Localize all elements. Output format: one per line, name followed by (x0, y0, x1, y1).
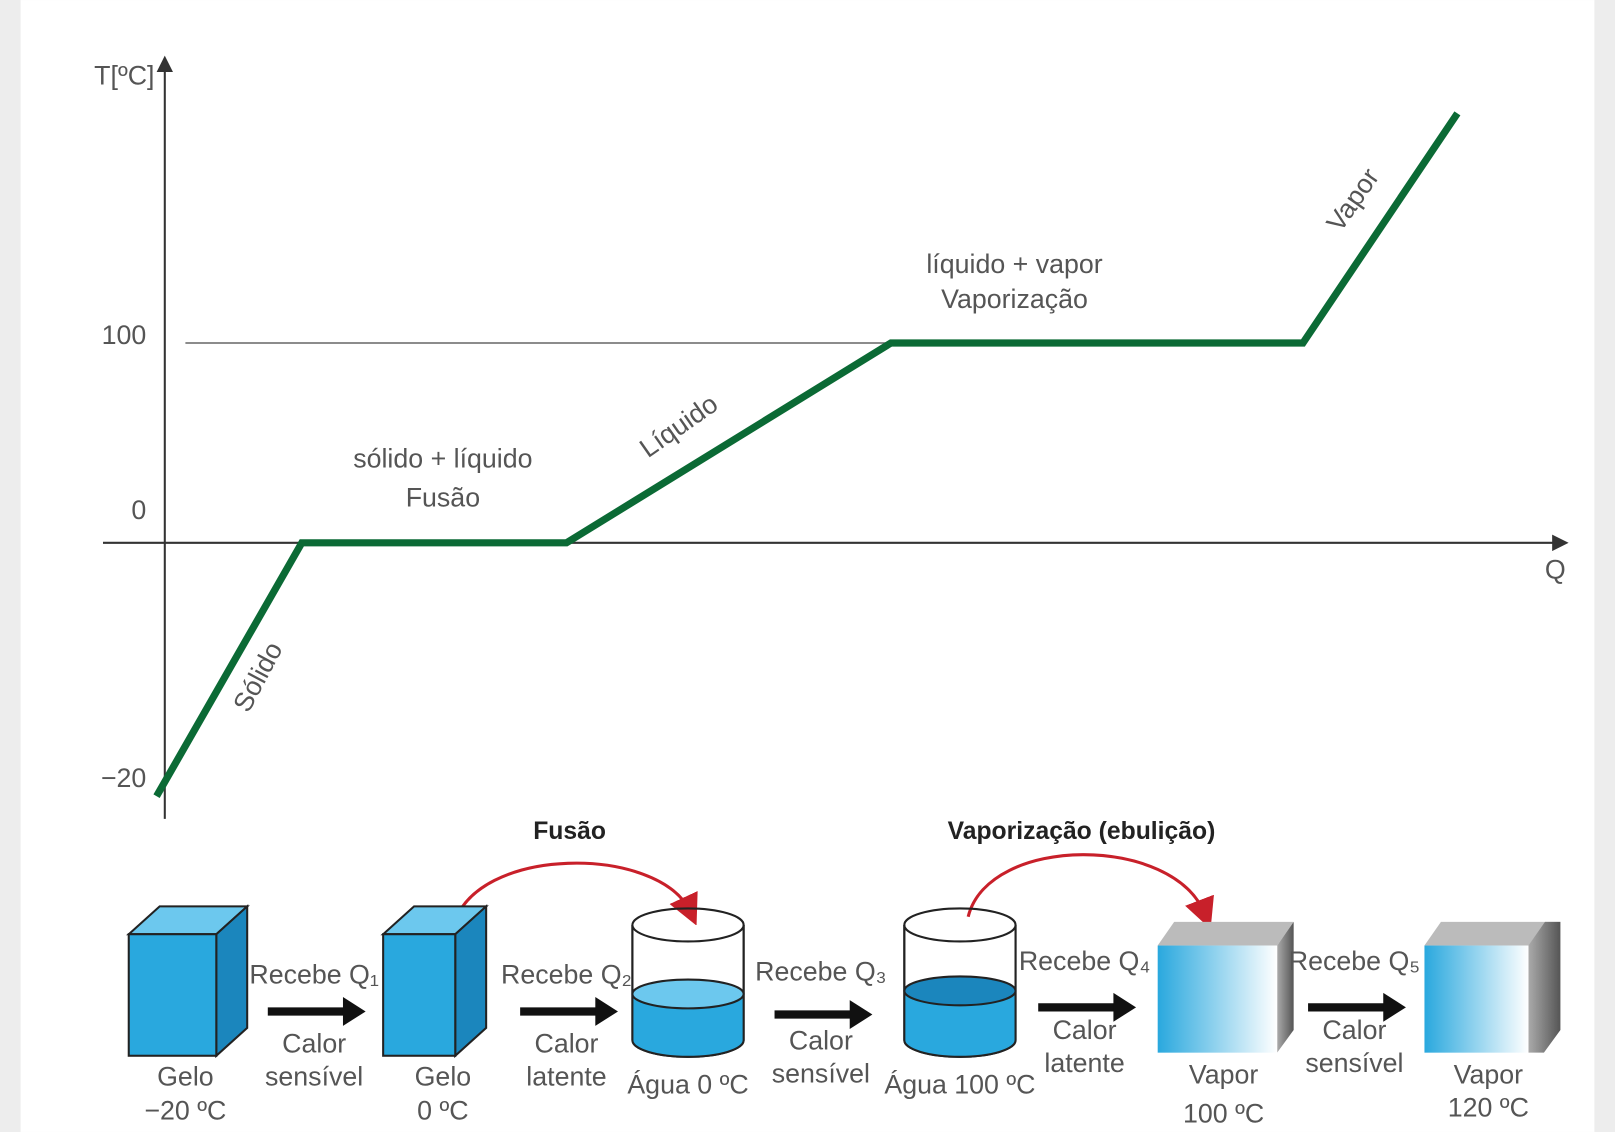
step-heat-type: latente (1044, 1048, 1124, 1078)
y-tick-label: 100 (102, 320, 147, 350)
transition-arrow (966, 853, 1214, 930)
segment-label: Fusão (406, 483, 480, 513)
state-label: Vapor (1454, 1059, 1524, 1089)
step-arrow-head (342, 997, 366, 1026)
step-heat-label: Recebe Q₁ (249, 960, 379, 990)
transition-label: Fusão (533, 818, 606, 845)
x-axis-label: Q (1545, 555, 1566, 585)
step-heat-type: Calor (1322, 1015, 1386, 1045)
step-heat-type: latente (526, 1061, 606, 1091)
state-label: Água 100 ºC (884, 1070, 1035, 1100)
state-label: 120 ºC (1448, 1092, 1529, 1122)
ice-cube (380, 904, 489, 1059)
transition-label: Vaporização (ebulição) (948, 818, 1216, 845)
step-heat-type: Calor (789, 1025, 853, 1055)
beaker (631, 907, 745, 1058)
step-heat-type: Calor (1053, 1015, 1117, 1045)
vapor-box (1424, 921, 1561, 1053)
state-label: Gelo (157, 1061, 214, 1091)
panel (20, 0, 1595, 1132)
step-heat-type: sensível (265, 1061, 363, 1091)
step-arrow-head (1113, 992, 1137, 1022)
step-heat-type: Calor (535, 1029, 599, 1059)
step-arrow-head (1383, 992, 1406, 1022)
state-label: 100 ºC (1183, 1099, 1264, 1129)
step-heat-label: Recebe Q₃ (755, 956, 886, 986)
y-axis-label: T[ºC] (94, 60, 154, 90)
ice-cube (126, 904, 250, 1059)
segment-label: sólido + líquido (353, 444, 532, 474)
step-arrow-head (595, 997, 618, 1026)
state-label: −20 ºC (144, 1095, 226, 1125)
state-label: Água 0 ºC (627, 1070, 748, 1100)
beaker (903, 907, 1017, 1058)
heating-curve (153, 111, 1461, 798)
state-label: 0 ºC (417, 1095, 468, 1125)
step-heat-label: Recebe Q₄ (1019, 946, 1150, 976)
step-heat-type: sensível (772, 1058, 870, 1088)
step-heat-label: Recebe Q₂ (501, 960, 632, 990)
segment-label: líquido + vapor (926, 249, 1102, 279)
step-heat-type: sensível (1305, 1048, 1403, 1078)
state-label: Vapor (1189, 1059, 1259, 1089)
step-heat-label: Recebe Q₅ (1289, 946, 1420, 976)
transition-arrow (451, 861, 698, 928)
step-arrow-head (849, 1000, 873, 1029)
step-heat-type: Calor (282, 1029, 346, 1059)
segment-label: Vaporização (941, 284, 1088, 314)
state-label: Gelo (415, 1061, 472, 1091)
y-tick-label: 0 (131, 495, 146, 525)
vapor-box (1157, 921, 1294, 1053)
y-tick-label: −20 (101, 763, 146, 793)
